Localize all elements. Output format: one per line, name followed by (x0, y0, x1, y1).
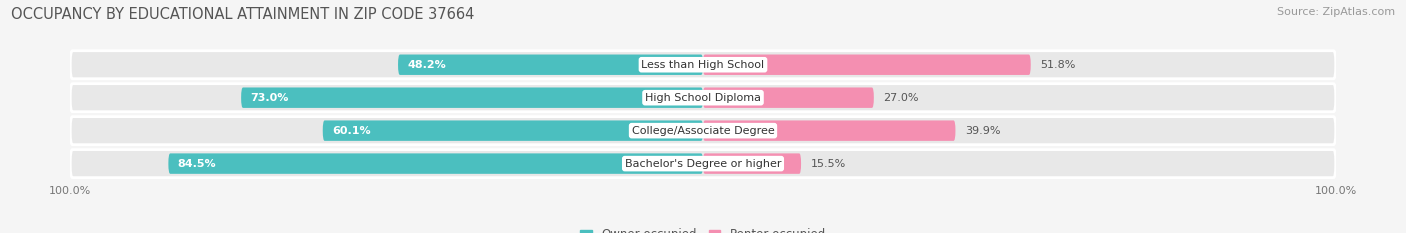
Text: 48.2%: 48.2% (408, 60, 446, 70)
Text: 84.5%: 84.5% (177, 159, 217, 169)
Text: 51.8%: 51.8% (1040, 60, 1076, 70)
Text: OCCUPANCY BY EDUCATIONAL ATTAINMENT IN ZIP CODE 37664: OCCUPANCY BY EDUCATIONAL ATTAINMENT IN Z… (11, 7, 475, 22)
FancyBboxPatch shape (398, 55, 703, 75)
FancyBboxPatch shape (703, 120, 956, 141)
FancyBboxPatch shape (70, 150, 1336, 178)
FancyBboxPatch shape (70, 84, 1336, 112)
FancyBboxPatch shape (703, 55, 1031, 75)
Text: Less than High School: Less than High School (641, 60, 765, 70)
Text: 27.0%: 27.0% (883, 93, 918, 103)
FancyBboxPatch shape (169, 153, 703, 174)
FancyBboxPatch shape (242, 87, 703, 108)
Text: Bachelor's Degree or higher: Bachelor's Degree or higher (624, 159, 782, 169)
Text: College/Associate Degree: College/Associate Degree (631, 126, 775, 136)
Legend: Owner-occupied, Renter-occupied: Owner-occupied, Renter-occupied (575, 224, 831, 233)
Text: 39.9%: 39.9% (965, 126, 1001, 136)
FancyBboxPatch shape (323, 120, 703, 141)
FancyBboxPatch shape (70, 51, 1336, 79)
Text: 73.0%: 73.0% (250, 93, 290, 103)
FancyBboxPatch shape (703, 153, 801, 174)
FancyBboxPatch shape (703, 87, 875, 108)
FancyBboxPatch shape (70, 117, 1336, 145)
Text: High School Diploma: High School Diploma (645, 93, 761, 103)
Text: 60.1%: 60.1% (332, 126, 371, 136)
Text: 15.5%: 15.5% (810, 159, 846, 169)
Text: Source: ZipAtlas.com: Source: ZipAtlas.com (1277, 7, 1395, 17)
